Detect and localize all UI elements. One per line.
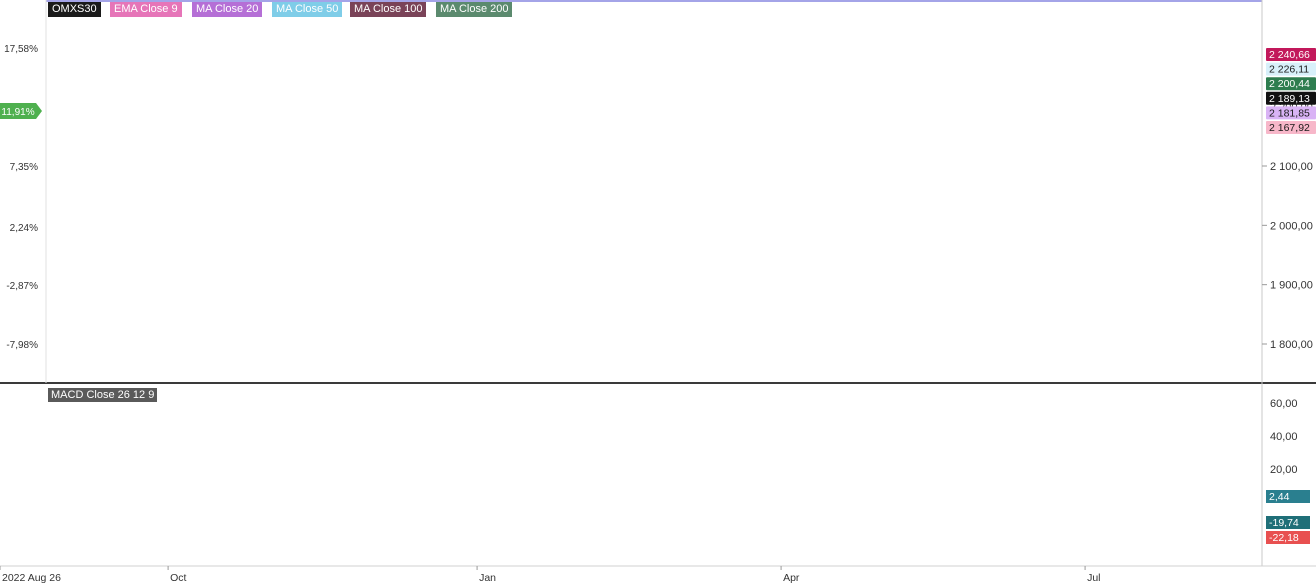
left-axis-tick: -2,87% [6,281,38,292]
price-badge-label: 2 200,44 [1269,78,1310,90]
right-axis-tick: 2 100,00 [1270,161,1313,173]
price-badge [1266,48,1316,61]
macd-axis-tick: 20,00 [1270,464,1298,476]
left-axis-tick: -7,98% [6,340,38,351]
x-axis-label: Apr [783,572,800,584]
macd-title: MACD Close 26 12 9 [48,388,158,402]
legend-item[interactable]: MA Close 50 [272,2,343,17]
x-axis-label: Oct [170,572,186,584]
price-badge-label: 2 240,66 [1269,49,1310,61]
price-badge-label: 2 189,13 [1269,93,1310,105]
x-axis-label: Jan [479,572,496,584]
right-axis-tick: 1 800,00 [1270,339,1313,351]
macd-badge-label: -19,74 [1269,517,1299,529]
price-badge-label: 2 181,85 [1269,107,1310,119]
x-axis-label: 2022 Aug 26 [2,572,61,584]
price-badge [1266,77,1316,91]
macd-badge-label: -22,18 [1269,532,1299,544]
legend-item[interactable]: MA Close 200 [436,2,513,17]
legend-item[interactable]: OMXS30 [48,2,101,17]
price-badge [1266,62,1316,76]
price-badge [1266,106,1316,120]
price-badge [1266,91,1316,105]
price-badge [1266,121,1316,134]
x-axis-label: Jul [1087,572,1100,584]
legend-item[interactable]: MA Close 100 [350,2,427,17]
macd-axis-tick: 40,00 [1270,431,1298,443]
left-axis-tick: 2,24% [10,223,38,234]
macd-badge [1266,531,1310,544]
right-axis-tick: 2 000,00 [1270,220,1313,232]
macd-badge [1266,516,1310,529]
right-axis-tick: 1 900,00 [1270,280,1313,292]
legend-item[interactable]: EMA Close 9 [110,2,182,17]
macd-axis-tick: 60,00 [1270,398,1298,410]
left-axis-tick: 7,35% [10,162,38,173]
price-badge-label: 2 167,92 [1269,122,1310,134]
left-current-badge [0,103,42,119]
price-badge-label: 2 226,11 [1269,64,1309,76]
macd-badge [1266,490,1310,503]
left-axis-tick: 17,58% [4,44,38,55]
left-current-label: 11,91% [1,107,34,118]
legend-item[interactable]: MA Close 20 [192,2,263,17]
macd-badge-label: 2,44 [1269,491,1290,503]
